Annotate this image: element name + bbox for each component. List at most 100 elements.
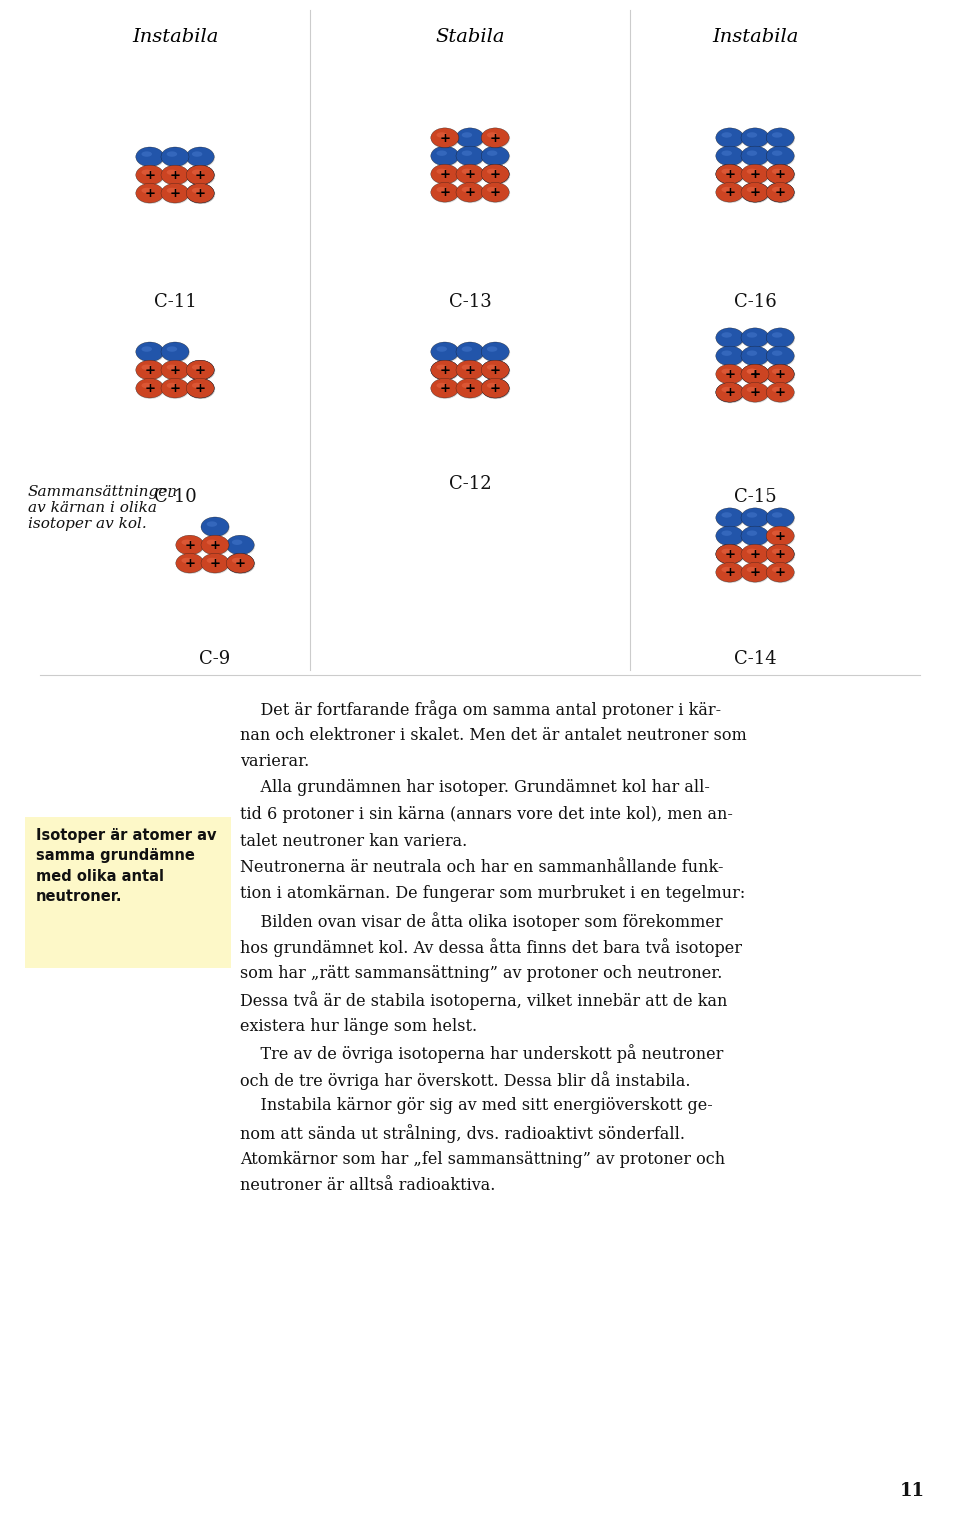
Text: tid 6 protoner i sin kärna (annars vore det inte kol), men an-: tid 6 protoner i sin kärna (annars vore … [240,806,732,823]
Ellipse shape [741,146,769,166]
Ellipse shape [481,360,510,380]
Text: +: + [775,186,785,199]
Ellipse shape [227,554,255,573]
Text: +: + [750,548,760,561]
Ellipse shape [431,146,460,167]
Ellipse shape [741,347,770,367]
Text: C-10: C-10 [154,488,197,506]
Ellipse shape [192,169,203,175]
Text: +: + [170,364,180,377]
Ellipse shape [747,187,757,192]
Ellipse shape [766,146,795,167]
Ellipse shape [206,540,217,545]
Ellipse shape [161,166,189,184]
Text: +: + [144,382,156,395]
Text: +: + [465,186,475,199]
Ellipse shape [206,558,217,563]
Text: Sammansättningen
av kärnan i olika
isotoper av kol.: Sammansättningen av kärnan i olika isoto… [28,485,179,531]
Text: Bilden ovan visar de åtta olika isotoper som förekommer: Bilden ovan visar de åtta olika isotoper… [240,913,723,931]
Ellipse shape [741,347,769,365]
Text: +: + [440,364,450,377]
Ellipse shape [772,368,782,374]
Ellipse shape [437,132,447,138]
Text: +: + [465,364,475,377]
Ellipse shape [186,184,215,204]
Text: Alla grundämnen har isotoper. Grundämnet kol har all-: Alla grundämnen har isotoper. Grundämnet… [240,779,709,797]
Ellipse shape [186,166,214,184]
Text: +: + [775,529,785,543]
Text: +: + [750,186,760,199]
Text: Stabila: Stabila [435,27,505,46]
Text: +: + [490,169,501,181]
Ellipse shape [716,545,744,564]
Ellipse shape [456,342,484,362]
Ellipse shape [716,365,745,385]
Ellipse shape [747,187,757,192]
Ellipse shape [766,382,794,402]
Ellipse shape [766,545,794,564]
Ellipse shape [481,164,509,184]
Ellipse shape [456,146,484,166]
Ellipse shape [722,169,732,173]
Text: nom att sända ut strålning, dvs. radioaktivt sönderfall.: nom att sända ut strålning, dvs. radioak… [240,1124,685,1142]
Ellipse shape [481,183,509,202]
Ellipse shape [202,554,229,573]
Ellipse shape [716,146,745,167]
Ellipse shape [741,545,769,564]
Ellipse shape [741,526,770,546]
Text: talet neutroner kan variera.: talet neutroner kan variera. [240,832,468,850]
Ellipse shape [167,383,178,388]
Ellipse shape [741,365,769,383]
Text: Det är fortfarande fråga om samma antal protoner i kär-: Det är fortfarande fråga om samma antal … [240,700,721,719]
Text: +: + [440,186,450,199]
Ellipse shape [431,146,459,166]
Ellipse shape [766,545,795,564]
Ellipse shape [456,360,485,380]
Ellipse shape [135,166,164,184]
Text: +: + [144,187,156,201]
Ellipse shape [772,567,782,572]
Ellipse shape [456,183,485,204]
Ellipse shape [192,187,203,193]
Ellipse shape [766,128,795,149]
Text: C-16: C-16 [733,294,777,310]
Ellipse shape [766,164,794,184]
Ellipse shape [747,368,757,374]
Text: +: + [750,368,760,382]
Text: +: + [184,538,195,552]
Ellipse shape [161,342,190,362]
Text: +: + [775,548,785,561]
Ellipse shape [716,545,745,564]
Ellipse shape [136,360,165,380]
Ellipse shape [722,549,732,554]
Text: C-9: C-9 [200,649,230,668]
Ellipse shape [431,379,459,399]
Text: +: + [750,566,760,580]
Ellipse shape [437,169,447,173]
Ellipse shape [462,187,472,192]
Ellipse shape [431,379,460,399]
Ellipse shape [136,166,165,186]
Ellipse shape [141,169,152,175]
Ellipse shape [431,342,460,362]
Ellipse shape [716,164,745,186]
Ellipse shape [716,128,744,148]
Ellipse shape [167,187,178,193]
Ellipse shape [747,169,757,173]
Ellipse shape [741,365,770,385]
Ellipse shape [487,365,497,370]
Ellipse shape [161,184,189,202]
Ellipse shape [722,151,732,155]
Ellipse shape [766,365,795,385]
Text: C-14: C-14 [733,649,777,668]
Ellipse shape [161,148,190,167]
Ellipse shape [766,329,794,347]
Ellipse shape [716,365,744,383]
Ellipse shape [462,365,472,370]
Ellipse shape [161,148,189,167]
Text: neutroner är alltså radioaktiva.: neutroner är alltså radioaktiva. [240,1177,495,1194]
Ellipse shape [716,563,745,583]
Ellipse shape [192,365,203,370]
Ellipse shape [487,347,497,351]
Ellipse shape [716,164,744,184]
